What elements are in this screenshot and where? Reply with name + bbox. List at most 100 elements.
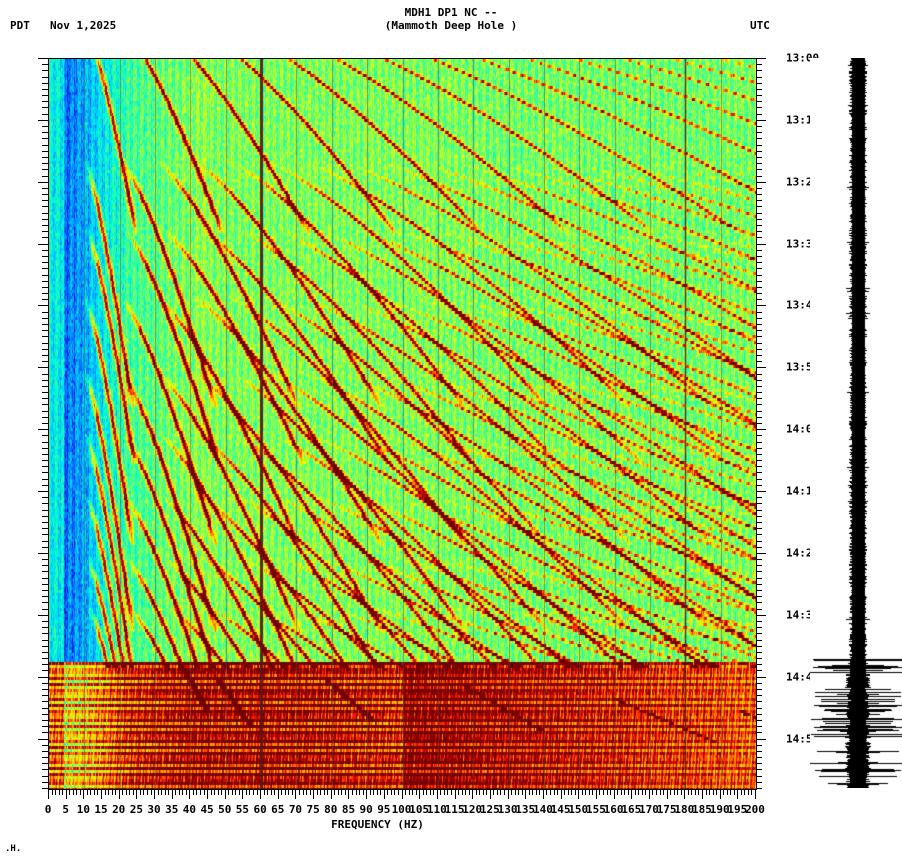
axis-tick: [756, 435, 762, 436]
axis-tick: [38, 367, 48, 368]
axis-tick: [42, 590, 48, 591]
axis-tick: [756, 528, 762, 529]
axis-tick: [225, 789, 226, 799]
spectrogram-plot[interactable]: [48, 58, 757, 790]
axis-tick: [756, 497, 762, 498]
axis-tick: [105, 789, 106, 795]
axis-tick: [756, 658, 762, 659]
axis-tick: [756, 763, 762, 764]
axis-tick: [756, 695, 762, 696]
axis-tick: [211, 789, 212, 795]
axis-tick: [756, 726, 762, 727]
axis-tick: [500, 789, 501, 795]
axis-tick: [42, 633, 48, 634]
axis-tick: [756, 225, 762, 226]
axis-tick: [380, 789, 381, 795]
axis-tick: [42, 312, 48, 313]
frequency-label: 95: [377, 803, 391, 816]
axis-tick: [42, 176, 48, 177]
axis-tick: [589, 789, 590, 795]
axis-tick: [433, 789, 434, 795]
axis-tick: [42, 565, 48, 566]
axis-tick: [42, 163, 48, 164]
axis-tick: [756, 101, 762, 102]
axis-tick: [207, 789, 208, 799]
axis-tick: [143, 789, 144, 795]
axis-tick: [756, 534, 762, 535]
axis-tick: [42, 281, 48, 282]
axis-tick: [756, 621, 762, 622]
axis-tick: [756, 516, 762, 517]
axis-tick: [730, 789, 731, 795]
axis-tick: [756, 126, 762, 127]
axis-tick: [363, 789, 364, 795]
axis-tick: [42, 107, 48, 108]
axis-tick: [42, 571, 48, 572]
axis-tick: [756, 732, 762, 733]
axis-tick: [42, 658, 48, 659]
axis-tick: [112, 789, 113, 795]
axis-tick: [756, 757, 762, 758]
axis-tick: [578, 789, 579, 799]
axis-tick: [756, 324, 762, 325]
axis-tick: [756, 559, 762, 560]
axis-tick: [38, 58, 48, 59]
frequency-label: 50: [218, 803, 232, 816]
axis-tick: [42, 652, 48, 653]
axis-tick: [394, 789, 395, 795]
seismogram-panel[interactable]: [810, 58, 902, 788]
axis-tick: [348, 789, 349, 799]
axis-tick: [504, 789, 505, 795]
axis-tick: [756, 343, 762, 344]
frequency-label: 120: [462, 803, 483, 816]
axis-tick: [42, 361, 48, 362]
frequency-label: 200: [745, 803, 765, 816]
seismogram-canvas[interactable]: [810, 58, 902, 788]
axis-tick: [756, 367, 766, 368]
axis-tick: [179, 789, 180, 795]
axis-tick: [108, 789, 109, 795]
axis-tick: [642, 789, 643, 795]
axis-tick: [76, 789, 77, 795]
axis-tick: [667, 789, 668, 799]
axis-tick: [42, 262, 48, 263]
axis-tick: [80, 789, 81, 795]
axis-tick: [756, 689, 762, 690]
axis-tick: [756, 615, 766, 616]
axis-tick: [42, 293, 48, 294]
axis-tick: [42, 448, 48, 449]
axis-tick: [186, 789, 187, 795]
axis-tick: [756, 454, 762, 455]
axis-tick: [756, 541, 762, 542]
axis-tick: [42, 219, 48, 220]
axis-tick: [756, 349, 762, 350]
axis-tick: [42, 349, 48, 350]
axis-tick: [189, 789, 190, 799]
axis-tick: [232, 789, 233, 795]
frequency-label: 140: [532, 803, 553, 816]
axis-tick: [42, 386, 48, 387]
axis-tick: [42, 200, 48, 201]
frequency-label: 10: [76, 803, 90, 816]
frequency-label: 180: [674, 803, 695, 816]
axis-tick: [285, 789, 286, 795]
spectrogram-canvas[interactable]: [49, 59, 756, 789]
axis-tick: [42, 145, 48, 146]
axis-tick: [83, 789, 84, 799]
frequency-label: 60: [253, 803, 267, 816]
axis-tick: [42, 596, 48, 597]
axis-tick: [38, 429, 48, 430]
axis-tick: [756, 404, 762, 405]
frequency-label: 85: [341, 803, 356, 816]
axis-tick: [756, 745, 762, 746]
axis-tick: [42, 559, 48, 560]
axis-tick: [55, 789, 56, 795]
axis-tick: [716, 789, 717, 795]
axis-tick: [756, 120, 766, 121]
axis-tick: [756, 701, 762, 702]
axis-tick: [756, 739, 766, 740]
axis-tick: [458, 789, 459, 795]
axis-tick: [518, 789, 519, 795]
axis-tick: [756, 633, 762, 634]
axis-tick: [126, 789, 127, 795]
